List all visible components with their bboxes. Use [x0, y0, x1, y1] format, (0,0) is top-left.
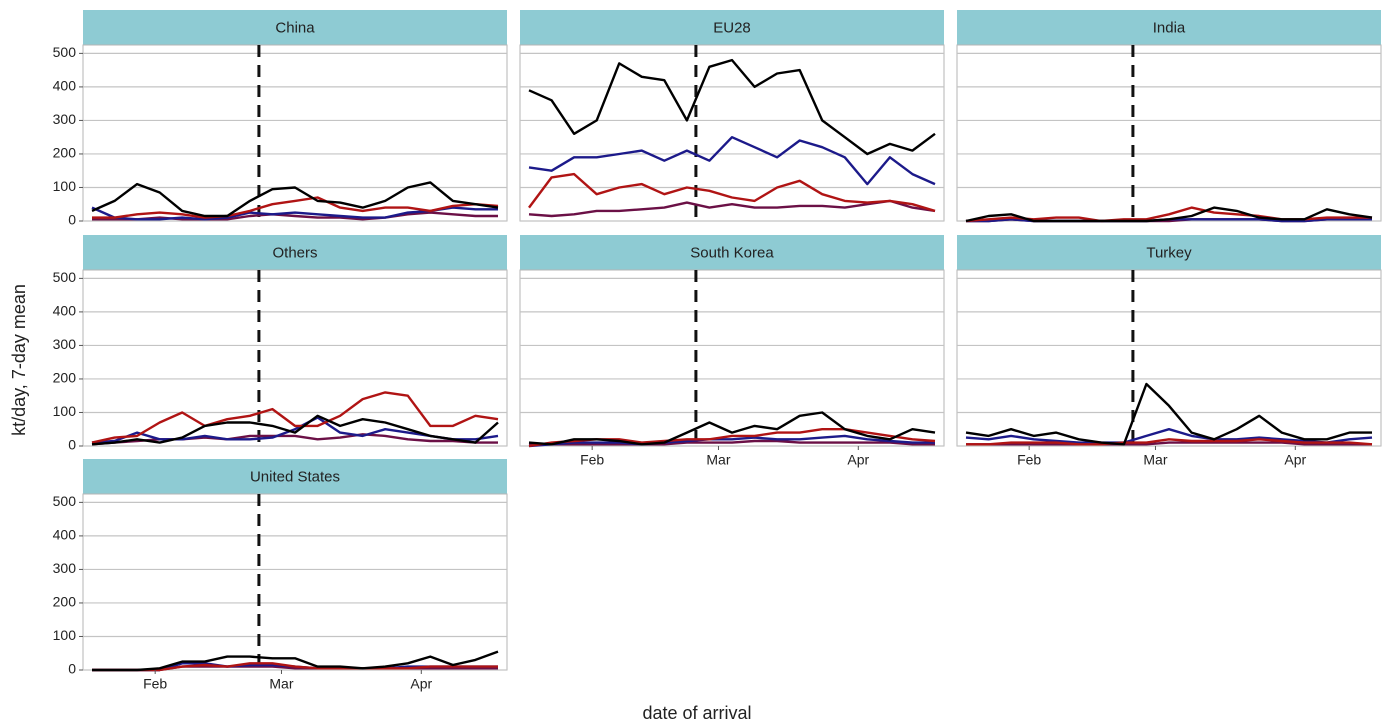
series-line [528, 136, 936, 186]
panel-frame [82, 493, 508, 671]
series-line [966, 438, 1373, 446]
x-tick-label: Mar [706, 452, 730, 468]
panel-frame [956, 269, 1382, 447]
series-line [92, 211, 498, 221]
y-tick-label: 100 [53, 627, 77, 643]
series-line [528, 411, 936, 446]
x-tick-label: Mar [269, 676, 293, 692]
series-line [92, 662, 498, 672]
x-tick-label: Apr [410, 676, 432, 692]
y-tick-label: 500 [53, 493, 77, 509]
y-tick-label: 500 [53, 44, 77, 60]
y-axis-title: kt/day, 7-day mean [9, 284, 29, 436]
series-line [91, 181, 499, 218]
series-line [528, 58, 936, 156]
y-tick-label: 400 [53, 527, 77, 543]
y-tick-label: 300 [53, 111, 77, 127]
y-tick-label: 100 [53, 403, 77, 419]
x-tick-label: Feb [580, 452, 604, 468]
series-line [965, 382, 1372, 446]
panel-title: Turkey [1146, 244, 1192, 261]
strip [957, 235, 1381, 270]
y-tick-label: 300 [53, 336, 77, 352]
strip [83, 459, 507, 494]
panel-title: India [1153, 19, 1186, 36]
series-line [92, 650, 499, 672]
x-axis-title: date of arrival [642, 703, 751, 723]
series-line [528, 434, 935, 448]
y-tick-label: 200 [53, 370, 77, 386]
panel-frame [519, 269, 945, 447]
series-line [528, 172, 936, 213]
panel-title: South Korea [690, 244, 774, 261]
x-tick-label: Feb [1017, 452, 1041, 468]
series-line [91, 414, 499, 446]
y-tick-label: 0 [68, 661, 76, 677]
x-tick-label: Mar [1143, 452, 1167, 468]
series-line [529, 439, 935, 446]
series-line [965, 206, 1373, 223]
y-tick-label: 0 [68, 437, 76, 453]
series-line [965, 428, 1373, 444]
y-tick-label: 0 [68, 212, 76, 228]
y-tick-label: 200 [53, 145, 77, 161]
panel-title: EU28 [713, 19, 751, 36]
panel-frame [82, 44, 508, 222]
strip [520, 10, 944, 45]
strip [520, 235, 944, 270]
y-tick-label: 100 [53, 178, 77, 194]
strip [83, 10, 507, 45]
series-line [528, 199, 936, 218]
series-line [91, 391, 499, 444]
series-line [92, 196, 499, 219]
panel-title: United States [250, 468, 340, 485]
panel-frame [956, 44, 1382, 222]
x-tick-label: Apr [1284, 452, 1306, 468]
y-tick-label: 500 [53, 269, 77, 285]
x-tick-label: Feb [143, 676, 167, 692]
strip [957, 10, 1381, 45]
y-tick-label: 400 [53, 78, 77, 94]
y-tick-label: 200 [53, 594, 77, 610]
panel-title: China [275, 19, 315, 36]
y-tick-label: 300 [53, 560, 77, 576]
panel-frame [82, 269, 508, 447]
strip [83, 235, 507, 270]
y-tick-label: 400 [53, 303, 77, 319]
panel-title: Others [272, 244, 317, 261]
x-tick-label: Apr [847, 452, 869, 468]
series-line [966, 441, 1372, 446]
panel-frame [519, 44, 945, 222]
